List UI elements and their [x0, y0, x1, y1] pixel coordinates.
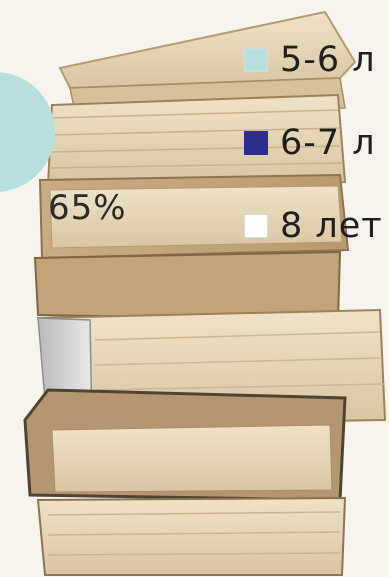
legend-swatch-5-6: [244, 48, 268, 72]
legend-swatch-8: [244, 214, 268, 238]
data-label-percent: 65%: [48, 188, 127, 228]
legend: 5-6 л 6-7 л 8 лет: [244, 40, 389, 289]
legend-item-8: 8 лет: [244, 206, 389, 246]
legend-label-8: 8 лет: [280, 206, 383, 246]
legend-item-5-6: 5-6 л: [244, 40, 389, 80]
book-7: [36, 496, 347, 576]
book-2: [46, 93, 347, 187]
legend-label-6-7: 6-7 л: [280, 123, 376, 163]
legend-swatch-6-7: [244, 131, 268, 155]
pie-slice-5-6: [0, 72, 55, 192]
legend-label-5-6: 5-6 л: [280, 40, 376, 80]
legend-item-6-7: 6-7 л: [244, 123, 389, 163]
book-top: [58, 10, 357, 90]
